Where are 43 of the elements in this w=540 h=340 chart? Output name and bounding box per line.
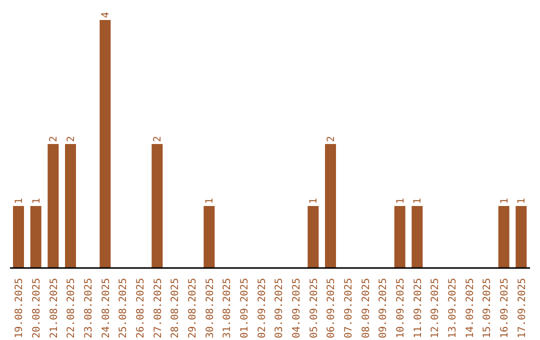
x-tick-label: 16.09.2025 [500,278,510,338]
x-tick-label: 22.08.2025 [66,278,78,338]
data-label: 2 [152,136,164,142]
x-tick-label: 10.09.2025 [396,278,406,338]
data-label: 2 [66,136,77,142]
x-tick-label: 13.09.2025 [448,278,458,338]
data-label: 2 [48,136,60,142]
data-label: 1 [308,198,320,204]
x-tick-label: 23.08.2025 [84,278,94,338]
x-tick-label: 31.08.2025 [222,278,234,338]
x-tick-label: 11.09.2025 [412,278,424,338]
x-tick-label: 12.09.2025 [430,278,442,338]
x-tick-label: 30.08.2025 [204,278,216,338]
x-tick-label: 25.08.2025 [118,278,130,338]
x-tick-label: 17.09.2025 [516,278,528,338]
x-tick-label: 14.09.2025 [464,278,476,338]
x-tick-label: 27.08.2025 [152,278,164,338]
data-label: 1 [499,198,510,204]
x-tick-label: 15.09.2025 [482,278,494,338]
x-tick-label: 01.09.2025 [240,278,250,338]
x-tick-label: 04.09.2025 [292,278,302,338]
x-tick-label: 02.09.2025 [256,278,268,338]
x-tick-label: 03.09.2025 [274,278,286,338]
data-label: 1 [395,198,406,204]
data-label: 1 [412,198,424,204]
x-tick-label: 07.09.2025 [344,278,354,338]
x-tick-label: 26.08.2025 [136,278,146,338]
data-label: 1 [14,198,25,204]
x-tick-label: 20.08.2025 [32,278,42,338]
x-tick-label: 09.09.2025 [378,278,390,338]
x-tick-label: 28.08.2025 [170,278,182,338]
x-tick-label: 06.09.2025 [326,278,338,338]
x-tick-label: 05.09.2025 [308,278,320,338]
data-label: 1 [516,198,528,204]
data-label: 2 [326,136,337,142]
x-tick-label: 29.08.2025 [188,278,198,338]
data-label: 1 [31,198,42,204]
x-tick-label: 21.08.2025 [48,278,60,338]
x-tick-label: 08.09.2025 [360,278,372,338]
data-label: 1 [204,198,216,204]
x-tick-label: 24.08.2025 [100,278,112,338]
x-tick-label: 19.08.2025 [14,278,26,338]
data-label: 4 [100,12,112,18]
